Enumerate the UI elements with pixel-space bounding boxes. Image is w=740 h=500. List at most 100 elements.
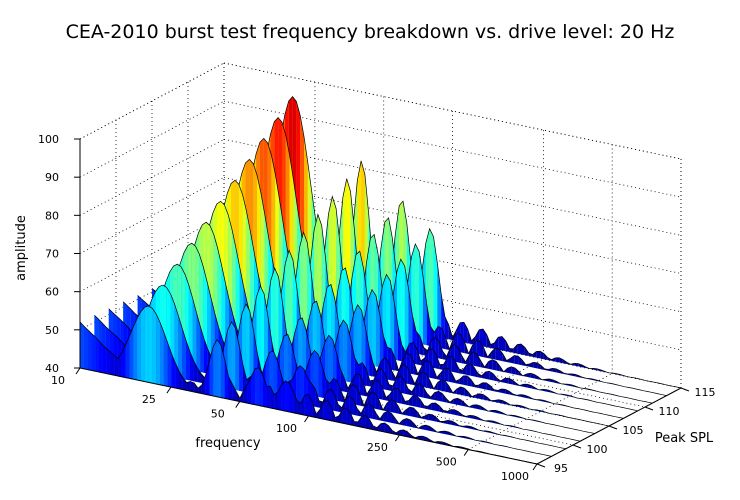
x-tick-label: 100 — [276, 422, 297, 435]
surface-cell — [287, 334, 292, 392]
surface-cell — [213, 339, 218, 397]
surface-cell — [235, 328, 240, 391]
y-tick-mark — [572, 444, 582, 449]
surface-cell — [404, 380, 408, 395]
y-tick-mark — [680, 387, 690, 392]
surface-cell — [446, 409, 451, 414]
surface-cell — [110, 351, 115, 376]
surface-cell — [513, 344, 518, 354]
surface-cell — [546, 389, 551, 393]
surface-cell — [178, 315, 182, 379]
surface-cell — [182, 377, 187, 391]
surface-contour — [79, 305, 538, 465]
surface-cell — [390, 280, 395, 360]
surface-cell — [205, 360, 210, 396]
surface-cell — [316, 409, 320, 419]
surface-cell — [431, 403, 436, 411]
surface-cell — [220, 345, 225, 399]
surface-cell — [492, 359, 497, 371]
surface-cell — [418, 371, 423, 387]
x-tick-label: 500 — [436, 456, 457, 469]
surface-cell — [87, 329, 92, 371]
surface-cell — [148, 306, 153, 384]
surface-cell — [415, 243, 420, 344]
surface-cell — [296, 365, 300, 404]
surface-cell — [323, 400, 328, 420]
surface-cell — [429, 361, 433, 379]
surface-cell — [259, 367, 263, 407]
surface-cell — [375, 393, 380, 410]
surface-cell — [358, 416, 362, 428]
surface-cell — [555, 357, 560, 363]
surface-cell — [515, 368, 519, 376]
surface-cell — [444, 316, 449, 340]
surface-cell — [438, 341, 443, 360]
surface-cell — [436, 373, 441, 380]
surface-cell — [231, 321, 236, 390]
surface-cell — [545, 379, 550, 382]
surface-cell — [429, 426, 434, 432]
surface-cell — [91, 333, 96, 372]
surface-cell — [419, 336, 424, 356]
surface-cell — [350, 340, 355, 384]
surface-cell — [289, 383, 294, 413]
surface-cell — [499, 348, 503, 362]
surface-cell — [356, 386, 361, 406]
surface-cell — [152, 308, 157, 384]
surface-cell — [125, 336, 130, 379]
surface-cell — [501, 389, 506, 394]
surface-cell — [466, 363, 471, 376]
surface-cell — [332, 339, 337, 390]
surface-slice — [79, 305, 538, 465]
surface-plot — [79, 95, 682, 465]
surface-cell — [260, 286, 265, 375]
surface-cell — [167, 342, 172, 388]
surface-cell — [463, 375, 468, 386]
surface-contour — [122, 242, 581, 442]
surface-contour — [223, 95, 682, 389]
y-tick-label: 110 — [659, 405, 680, 418]
surface-cell — [507, 366, 512, 374]
surface-cell — [342, 407, 347, 424]
surface-cell — [129, 326, 134, 380]
surface-cell — [357, 408, 361, 417]
surface-cell — [372, 362, 377, 378]
surface-cell — [439, 364, 444, 370]
surface-cell — [384, 423, 389, 433]
surface-cell — [239, 345, 243, 392]
surface-cell — [391, 348, 395, 371]
surface-cell — [457, 398, 462, 406]
surface-cell — [465, 415, 470, 418]
surface-cell — [371, 391, 376, 409]
surface-cell — [251, 368, 256, 405]
surface-cell — [470, 363, 474, 377]
surface-cell — [517, 344, 521, 355]
surface-cell — [552, 368, 557, 373]
surface-cell — [405, 400, 409, 406]
surface-cell — [495, 348, 499, 361]
chart-title: CEA-2010 burst test frequency breakdown … — [66, 21, 675, 43]
surface-cell — [434, 391, 439, 401]
surface-cell — [482, 382, 487, 390]
surface-cell — [426, 373, 430, 389]
surface-cell — [444, 368, 449, 382]
surface-cell — [284, 334, 288, 391]
surface-cell — [293, 391, 298, 414]
surface-cell — [99, 340, 103, 373]
surface-cell — [383, 411, 388, 422]
surface-cell — [186, 381, 191, 392]
y-tick-label: 115 — [695, 386, 716, 399]
surface-cell — [534, 374, 538, 380]
surface-cell — [339, 320, 344, 381]
z-tick-label: 70 — [45, 248, 59, 261]
surface-cell — [551, 357, 556, 362]
surface-cell — [422, 275, 427, 346]
surface-cell — [492, 421, 497, 424]
surface-cell — [474, 385, 479, 388]
surface-cell — [83, 326, 88, 370]
surface-cell — [514, 355, 519, 365]
surface-cell — [462, 365, 467, 375]
surface-cell — [242, 303, 246, 382]
surface-cell — [477, 373, 482, 378]
surface-cell — [350, 412, 355, 426]
